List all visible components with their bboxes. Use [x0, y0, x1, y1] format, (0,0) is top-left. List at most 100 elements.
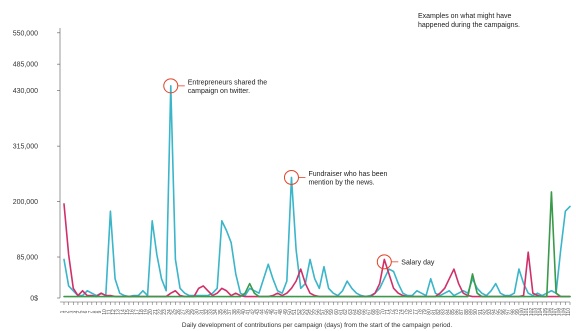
x-tick-label: 36: [222, 309, 228, 315]
x-tick-label: 42: [250, 309, 256, 315]
x-tick-label: 95: [496, 309, 502, 315]
x-tick-label: 87: [459, 309, 465, 315]
x-tick-label: 27: [181, 309, 187, 315]
x-tick-label: 13: [116, 309, 122, 315]
x-tick-label: 98: [510, 309, 516, 315]
x-tick-label: 32: [204, 309, 210, 315]
x-tick-label: 90: [473, 309, 479, 315]
x-tick-label: 65: [357, 309, 363, 315]
x-tick-label: 53: [301, 309, 307, 315]
x-tick-label: 109: [561, 308, 567, 317]
x-tick-label: 88: [464, 309, 470, 315]
x-tick-label: 40: [241, 309, 247, 315]
x-tick-label: 68: [371, 309, 377, 315]
x-tick-label: 21: [153, 309, 159, 315]
x-tick-label: 85: [450, 309, 456, 315]
y-tick-label: 430,000: [13, 88, 38, 95]
x-tick-label: 34: [213, 309, 219, 315]
x-tick-label: 19: [144, 309, 150, 315]
annotation-2: Fundraiser who has been mention by the ne…: [283, 169, 388, 187]
x-tick-labels: 1234567891011121314151617181920212223242…: [60, 302, 572, 316]
x-tick-label: 94: [492, 309, 498, 315]
x-tick-label: 50: [287, 309, 293, 315]
x-tick-label: 92: [482, 309, 488, 315]
x-tick-label: 11: [106, 309, 112, 314]
x-tick-label: 15: [125, 309, 131, 315]
x-tick-label: 1: [60, 310, 66, 313]
y-tick-labels: 0$ 85,000 200,000 315,000 430,000 485,000 550,…: [13, 30, 60, 303]
x-tick-label: 17: [134, 309, 140, 315]
x-tick-label: 61: [339, 309, 345, 315]
x-tick-label: 60: [334, 309, 340, 315]
x-tick-label: 66: [362, 309, 368, 315]
x-tick-label: 16: [130, 309, 136, 315]
annotation-text: Salary day: [401, 259, 435, 266]
x-tick-label: 62: [343, 309, 349, 315]
x-tick-label: 70: [380, 309, 386, 315]
x-tick-label: 43: [255, 309, 261, 315]
x-tick-label: 71: [385, 309, 391, 315]
x-tick-label: 31: [199, 309, 205, 315]
x-tick-label: 73: [394, 309, 400, 315]
x-tick-label: 47: [274, 309, 280, 315]
x-tick-label: 4: [74, 310, 80, 313]
x-tick-label: 20: [148, 309, 154, 315]
x-tick-label: 59: [329, 309, 335, 315]
x-tick-label: 77: [413, 309, 419, 315]
x-tick-label: 78: [417, 309, 423, 315]
x-tick-label: 64: [352, 309, 358, 315]
x-tick-label: 30: [195, 309, 201, 315]
x-tick-label: 26: [176, 309, 182, 315]
x-tick-label: 110: [566, 308, 572, 316]
annotation-1: Entrepreneurs shared the campaign on twit…: [163, 78, 267, 95]
x-tick-label: 107: [552, 308, 558, 317]
x-tick-label: 6: [83, 310, 89, 313]
x-tick-label: 38: [232, 309, 238, 315]
x-tick-label: 55: [311, 309, 317, 315]
x-tick-label: 63: [348, 309, 354, 315]
x-tick-label: 52: [297, 309, 303, 315]
x-tick-label: 72: [390, 309, 396, 315]
x-tick-label: 89: [469, 309, 475, 315]
annotation-text: Entrepreneurs shared the campaign on twit…: [188, 79, 267, 95]
x-tick-label: 80: [427, 309, 433, 315]
x-tick-label: 28: [185, 309, 191, 315]
annotations: Entrepreneurs shared the campaign on twit…: [163, 78, 435, 270]
x-tick-label: 12: [111, 309, 117, 315]
x-tick-label: 104: [538, 308, 544, 317]
x-tick-label: 44: [260, 309, 266, 315]
x-tick-label: 56: [315, 309, 321, 315]
x-tick-label: 7: [88, 310, 94, 313]
x-tick-label: 102: [529, 308, 535, 317]
annotation-3: Salary day: [376, 254, 435, 270]
x-tick-label: 86: [455, 309, 461, 315]
x-tick-label: 79: [422, 309, 428, 315]
x-tick-label: 3: [69, 310, 75, 313]
x-tick-label: 93: [487, 309, 493, 315]
x-tick-label: 103: [534, 308, 540, 317]
x-tick-label: 91: [478, 309, 484, 315]
x-tick-label: 46: [269, 309, 275, 315]
x-tick-label: 96: [501, 309, 507, 315]
x-tick-label: 101: [524, 308, 530, 317]
x-tick-label: 97: [506, 309, 512, 315]
annotation-text: Fundraiser who has been mention by the ne…: [308, 171, 387, 187]
x-tick-label: 74: [399, 309, 405, 315]
x-tick-label: 67: [366, 309, 372, 315]
x-tick-label: 10: [102, 309, 108, 315]
x-tick-label: 84: [445, 309, 451, 315]
x-tick-label: 48: [278, 309, 284, 315]
series-line-1: [63, 85, 571, 298]
x-tick-label: 41: [246, 309, 252, 315]
y-tick-label: 85,000: [17, 255, 39, 262]
x-axis: 1234567891011121314151617181920212223242…: [60, 301, 572, 316]
x-tick-label: 49: [283, 309, 289, 315]
x-tick-label: 76: [408, 309, 414, 315]
x-tick-label: 45: [264, 309, 270, 315]
x-tick-label: 83: [441, 309, 447, 315]
series-lines: [63, 85, 571, 298]
x-tick-label: 75: [404, 309, 410, 315]
x-tick-label: 69: [376, 309, 382, 315]
x-tick-label: 8: [92, 310, 98, 313]
